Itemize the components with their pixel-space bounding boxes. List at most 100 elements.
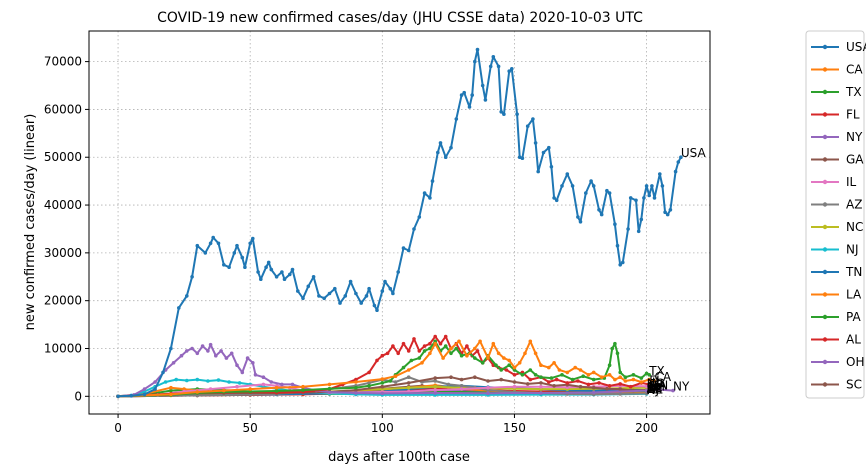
data-point	[449, 351, 453, 356]
data-point	[528, 339, 533, 344]
data-point	[433, 376, 438, 380]
data-point	[200, 344, 205, 348]
data-point	[256, 270, 260, 274]
data-point	[142, 392, 147, 397]
data-point	[301, 388, 305, 392]
data-point	[515, 112, 519, 116]
data-point	[208, 241, 213, 246]
data-point	[628, 196, 633, 200]
data-point	[557, 368, 562, 372]
data-point	[578, 368, 583, 372]
data-point	[359, 301, 364, 305]
data-point	[626, 227, 630, 231]
data-point	[517, 361, 522, 365]
data-point	[240, 370, 245, 375]
data-point	[496, 351, 501, 356]
series-usa	[116, 47, 683, 399]
end-label-tx: TX	[648, 364, 665, 378]
data-point	[634, 198, 638, 203]
data-point	[422, 191, 427, 195]
data-point	[539, 363, 543, 368]
legend-label: OH	[846, 355, 864, 369]
data-point	[589, 179, 593, 183]
data-point	[565, 370, 570, 375]
legend-item-ga: GA	[811, 153, 864, 167]
x-tick-label: 150	[503, 421, 526, 435]
data-point	[406, 381, 411, 385]
end-label-al: AL	[647, 381, 662, 395]
data-point	[409, 358, 414, 363]
data-point	[245, 356, 250, 360]
data-point	[317, 294, 321, 298]
data-point	[280, 382, 284, 387]
legend-item-oh: OH	[811, 355, 864, 369]
data-point	[618, 392, 622, 396]
data-point	[185, 349, 189, 353]
data-point	[591, 385, 596, 390]
data-point	[380, 384, 385, 389]
data-point	[343, 294, 348, 298]
data-point	[443, 155, 448, 159]
data-point	[547, 145, 551, 150]
data-point	[570, 184, 575, 188]
data-point	[671, 388, 675, 393]
data-point	[222, 263, 226, 267]
data-point	[539, 381, 543, 385]
data-point	[280, 270, 284, 274]
data-point	[354, 391, 358, 395]
data-point	[274, 275, 279, 279]
legend-label: LA	[846, 288, 862, 302]
data-point	[467, 105, 472, 109]
data-point	[560, 373, 564, 377]
data-point	[422, 344, 427, 348]
data-point	[227, 265, 231, 270]
data-point	[406, 368, 411, 372]
data-point	[628, 384, 633, 389]
legend-marker	[822, 247, 828, 252]
data-point	[475, 349, 480, 353]
data-point	[174, 377, 178, 382]
data-point	[618, 382, 622, 386]
data-point	[327, 386, 332, 391]
data-point	[499, 368, 504, 372]
data-point	[248, 387, 252, 391]
end-label-ca: CA	[655, 370, 672, 384]
data-point	[206, 379, 210, 383]
data-point	[232, 251, 237, 255]
data-point	[676, 160, 681, 164]
data-point	[465, 353, 469, 358]
data-point	[607, 373, 612, 377]
data-point	[322, 296, 327, 301]
data-point	[116, 394, 120, 399]
legend-label: NC	[846, 220, 863, 234]
data-point	[533, 351, 538, 356]
data-point	[391, 291, 395, 296]
data-point	[473, 346, 477, 351]
data-point	[454, 117, 459, 121]
end-label-fl: FL	[649, 373, 663, 387]
data-point	[470, 93, 475, 97]
data-point	[433, 341, 438, 346]
data-point	[412, 337, 416, 341]
end-label-usa: USA	[681, 146, 707, 160]
data-point	[658, 387, 662, 392]
x-tick-label: 100	[371, 421, 394, 435]
data-point	[647, 377, 651, 382]
legend-item-sc: SC	[811, 378, 862, 392]
data-point	[380, 391, 385, 396]
data-point	[354, 385, 358, 390]
data-point	[237, 381, 242, 385]
data-point	[433, 391, 438, 395]
data-point	[375, 358, 379, 363]
data-point	[459, 353, 464, 358]
data-point	[613, 341, 617, 346]
data-point	[459, 93, 464, 97]
data-point	[206, 349, 210, 353]
data-point	[269, 267, 274, 272]
data-point	[618, 387, 622, 391]
data-point	[266, 260, 271, 265]
data-point	[512, 380, 517, 384]
legend-marker	[822, 67, 828, 72]
legend-marker	[822, 314, 828, 320]
